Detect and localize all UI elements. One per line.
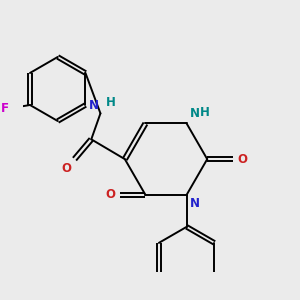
Text: H: H (106, 96, 116, 109)
Text: N: N (190, 107, 200, 120)
Text: O: O (61, 162, 71, 175)
Text: F: F (1, 102, 9, 115)
Text: N: N (89, 99, 99, 112)
Text: O: O (106, 188, 116, 201)
Text: H: H (200, 106, 209, 119)
Text: N: N (190, 197, 200, 210)
Text: O: O (237, 153, 247, 166)
